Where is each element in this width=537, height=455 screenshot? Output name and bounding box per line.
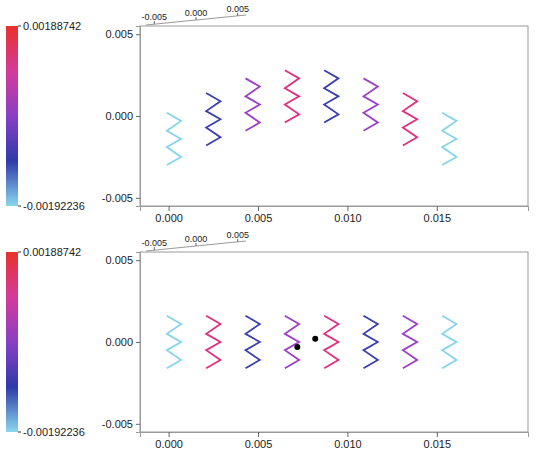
x-tick: 0.015 xyxy=(424,432,452,450)
colorbar xyxy=(6,26,18,206)
colorbar-label: 0.00188742 xyxy=(23,246,81,258)
y-axis-line xyxy=(136,27,141,207)
stent-ring xyxy=(206,93,220,145)
stent-ring xyxy=(324,316,338,368)
x-tick-label: 0.015 xyxy=(424,212,452,224)
x-axis-line xyxy=(141,433,529,438)
x-tick: 0.005 xyxy=(245,432,273,450)
colorbar-label: 0.00188742 xyxy=(23,20,81,32)
colorbar xyxy=(6,252,18,432)
z-tick-label: 0.005 xyxy=(226,4,249,14)
stent-ring xyxy=(245,78,259,130)
x-tick-label: 0.010 xyxy=(334,438,362,450)
colorbar-tick xyxy=(18,206,21,207)
z-tick-label: 0.005 xyxy=(226,230,249,240)
y-tick-label: -0.005 xyxy=(102,192,133,204)
z-tick-label: -0.005 xyxy=(142,12,168,22)
colorbar-tick xyxy=(18,432,21,433)
panel: 0.00188742 -0.00192236 0.000 0.005 0.010 0.01… xyxy=(6,4,529,224)
x-axis-line xyxy=(141,207,529,212)
y-tick-mark xyxy=(136,116,140,117)
stent-ring xyxy=(442,316,456,368)
x-tick-mark xyxy=(437,206,438,211)
x-tick: 0.000 xyxy=(155,432,183,450)
stent-ring xyxy=(442,113,456,165)
stent-ring xyxy=(364,78,378,130)
x-tick-mark xyxy=(258,206,259,211)
figure: 0.00188742 -0.00192236 0.000 0.005 0.010 0.01… xyxy=(0,0,537,455)
y-tick: 0.000 xyxy=(105,110,140,122)
y-tick-label: 0.000 xyxy=(105,336,133,348)
y-tick-label: -0.005 xyxy=(102,418,133,430)
stent-ring xyxy=(167,113,181,165)
x-tick: 0.010 xyxy=(334,206,362,224)
x-tick-label: 0.000 xyxy=(155,438,183,450)
colorbar-label: -0.00192236 xyxy=(23,200,85,212)
x-tick-mark xyxy=(169,432,170,437)
y-tick: 0.005 xyxy=(105,28,140,40)
plot-frame xyxy=(140,252,528,432)
x-axis: 0.000 0.005 0.010 0.015 xyxy=(141,432,529,450)
y-tick: 0.005 xyxy=(105,254,140,266)
y-tick-mark xyxy=(136,34,140,35)
x-tick-mark xyxy=(258,432,259,437)
stent-ring xyxy=(364,316,378,368)
y-tick-mark xyxy=(136,342,140,343)
y-axis: 0.005 0.000 -0.005 xyxy=(102,253,141,433)
y-tick-label: 0.005 xyxy=(105,28,133,40)
stent-ring xyxy=(403,93,417,145)
x-tick: 0.015 xyxy=(424,206,452,224)
stent-ring xyxy=(285,316,299,368)
y-tick-mark xyxy=(136,198,140,199)
stent-ring xyxy=(285,70,299,122)
z-tick-label: 0.000 xyxy=(185,234,208,244)
y-tick-label: 0.000 xyxy=(105,110,133,122)
x-tick-mark xyxy=(169,206,170,211)
x-tick-label: 0.005 xyxy=(245,212,273,224)
x-tick-mark xyxy=(347,206,348,211)
colorbar-tick xyxy=(18,252,21,253)
plot-area xyxy=(167,316,457,368)
y-axis: 0.005 0.000 -0.005 xyxy=(102,27,141,207)
colorbar-label: -0.00192236 xyxy=(23,426,85,438)
plot-frame xyxy=(140,26,528,206)
z-tick-label: -0.005 xyxy=(142,238,168,248)
x-tick: 0.000 xyxy=(155,206,183,224)
x-tick-label: 0.000 xyxy=(155,212,183,224)
x-tick-label: 0.005 xyxy=(245,438,273,450)
x-tick-mark xyxy=(437,432,438,437)
point xyxy=(294,344,300,350)
y-tick-mark xyxy=(136,260,140,261)
stent-ring xyxy=(206,316,220,368)
y-tick: 0.000 xyxy=(105,336,140,348)
plot-area xyxy=(167,70,457,165)
x-axis: 0.000 0.005 0.010 0.015 xyxy=(141,206,529,224)
x-tick: 0.010 xyxy=(334,432,362,450)
y-tick-mark xyxy=(136,424,140,425)
z-tick-label: 0.000 xyxy=(185,8,208,18)
y-tick-label: 0.005 xyxy=(105,254,133,266)
x-tick: 0.005 xyxy=(245,206,273,224)
y-tick: -0.005 xyxy=(102,192,140,204)
stent-ring xyxy=(403,316,417,368)
x-tick-label: 0.010 xyxy=(334,212,362,224)
stent-ring xyxy=(245,316,259,368)
stent-ring xyxy=(324,70,338,122)
colorbar-tick xyxy=(18,26,21,27)
y-tick: -0.005 xyxy=(102,418,140,430)
x-tick-label: 0.015 xyxy=(424,438,452,450)
stent-ring xyxy=(167,316,181,368)
point xyxy=(312,336,318,342)
panel: 0.00188742 -0.00192236 0.000 0.005 0.010 0.01… xyxy=(6,230,529,450)
x-tick-mark xyxy=(347,432,348,437)
y-axis-line xyxy=(136,253,141,433)
